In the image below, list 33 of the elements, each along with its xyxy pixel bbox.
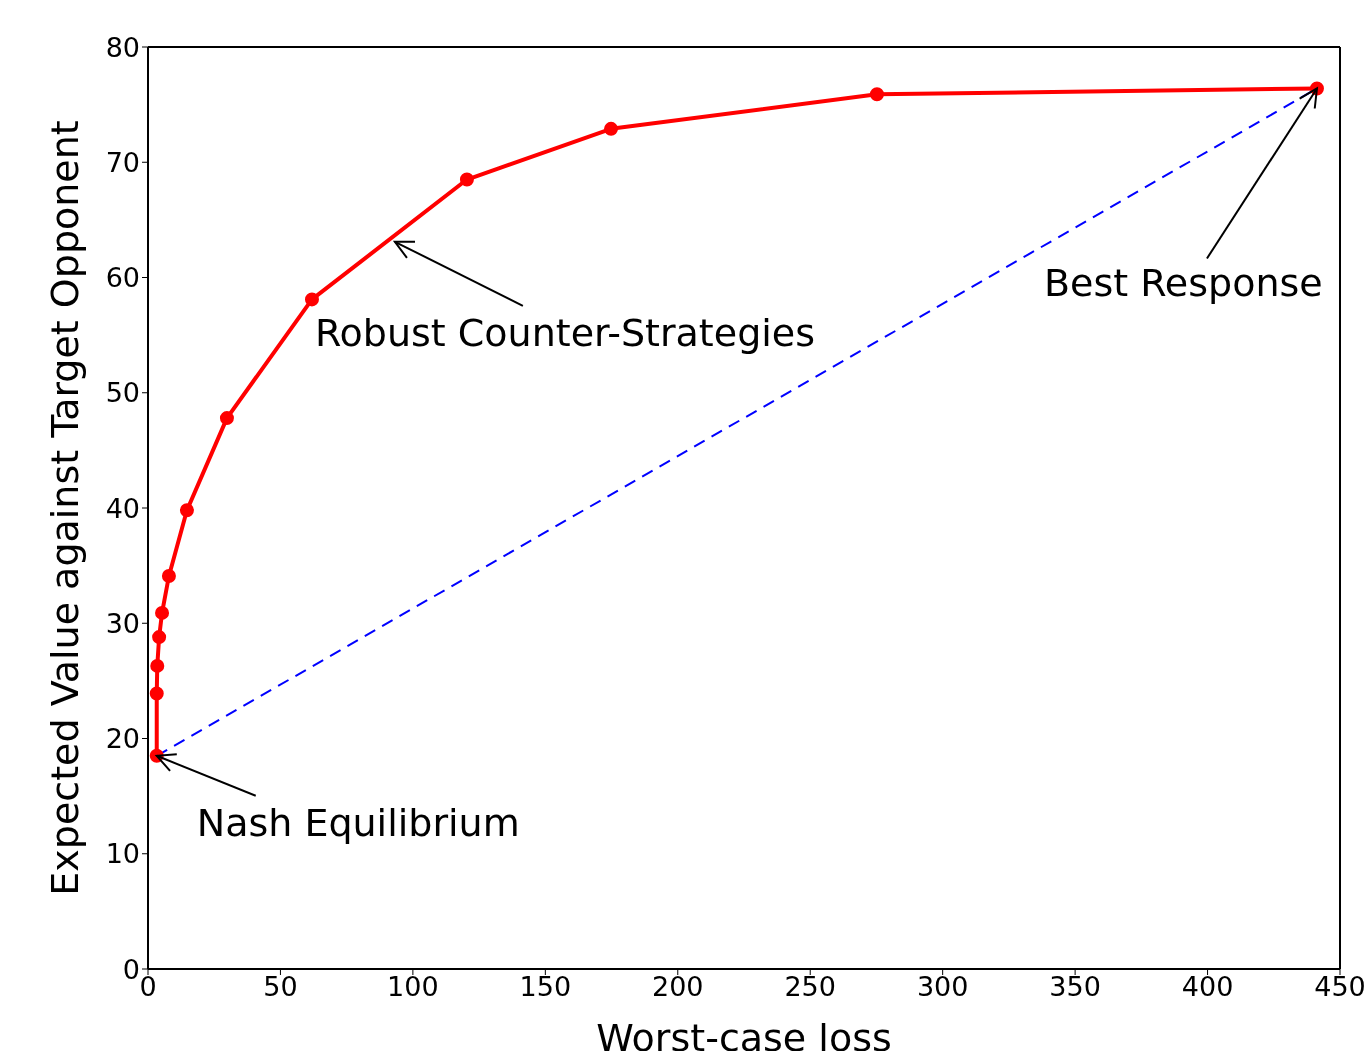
x-tick-label: 400 — [1181, 971, 1234, 1003]
point — [459, 172, 474, 187]
y-tick-label: 70 — [105, 146, 140, 178]
point — [179, 503, 194, 518]
point — [149, 686, 164, 701]
x-tick-label: 300 — [916, 971, 969, 1003]
x-axis-title: Worst-case loss — [596, 1016, 892, 1059]
point — [869, 87, 884, 102]
point — [604, 121, 619, 136]
point — [152, 630, 167, 645]
x-tick-label: 50 — [263, 971, 298, 1003]
point — [150, 658, 165, 673]
annotation: Best Response — [1043, 261, 1323, 306]
y-tick-label: 40 — [105, 492, 140, 524]
point — [304, 292, 319, 307]
point — [155, 605, 170, 620]
annotation: Nash Equilibrium — [196, 800, 520, 845]
annotation: Robust Counter-Strategies — [314, 310, 815, 355]
x-tick-label: 250 — [784, 971, 836, 1003]
y-tick-label: 10 — [105, 838, 140, 870]
x-tick-label: 200 — [652, 971, 704, 1003]
y-tick-label: 20 — [105, 723, 140, 755]
y-tick-label: 30 — [105, 607, 140, 639]
y-axis-title: Expected Value against Target Opponent — [43, 120, 87, 896]
y-tick-label: 80 — [105, 31, 140, 63]
point — [219, 411, 234, 426]
x-tick-label: 100 — [387, 971, 439, 1003]
y-tick-label: 50 — [105, 377, 140, 409]
x-tick-label: 450 — [1314, 971, 1366, 1003]
x-tick-label: 350 — [1049, 971, 1101, 1003]
point — [161, 569, 176, 583]
x-tick-label: 150 — [519, 971, 572, 1003]
y-tick-label: 60 — [105, 262, 140, 294]
